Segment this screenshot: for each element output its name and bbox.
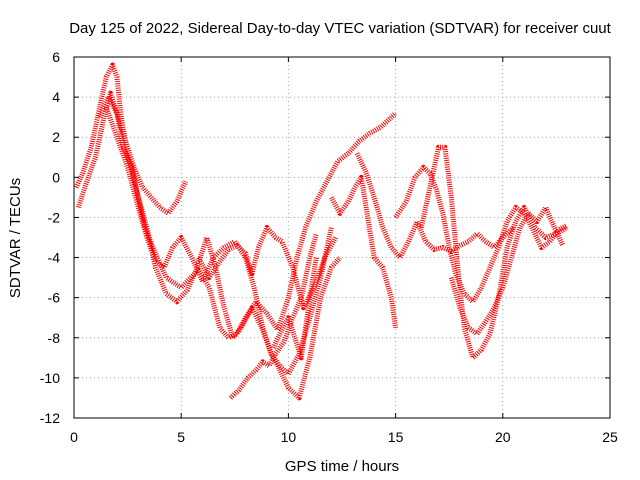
y-tick-label: -10	[40, 370, 60, 386]
series-line-sat-k	[418, 144, 569, 361]
x-tick-label: 5	[177, 429, 185, 445]
series-line-sat-l	[448, 204, 566, 337]
y-tick-label: -8	[48, 330, 61, 346]
x-tick-label: 10	[281, 429, 297, 445]
y-tick-label: 0	[52, 169, 60, 185]
y-tick-label: 4	[52, 89, 60, 105]
series-line-sat-a	[73, 62, 398, 341]
x-tick-label: 20	[495, 429, 511, 445]
series-line-sat-h	[329, 174, 399, 329]
y-axis-label: SDTVAR / TECUs	[7, 178, 24, 298]
series-line-sat-i	[354, 152, 516, 261]
series-line-sat-g	[271, 257, 319, 361]
x-axis-ticks: 0 5 10 15 20 25	[70, 57, 618, 445]
y-tick-label: 2	[52, 129, 60, 145]
series-line-sat-f	[228, 232, 319, 400]
y-tick-label: -6	[48, 290, 61, 306]
plot-series	[73, 62, 569, 401]
series-line-sat-c	[97, 94, 188, 216]
grid-lines	[74, 57, 610, 418]
series-line-sat-d	[103, 106, 342, 401]
x-tick-label: 25	[602, 429, 618, 445]
x-axis-label: GPS time / hours	[285, 458, 399, 475]
x-tick-label: 0	[70, 429, 78, 445]
series-line-sat-j	[393, 164, 569, 305]
y-tick-label: -2	[48, 209, 61, 225]
series-line-sat-b	[75, 90, 334, 377]
x-tick-label: 15	[388, 429, 404, 445]
y-axis-ticks: -12 -10 -8 -6 -4 -2 0 2 4 6	[40, 49, 610, 426]
chart-title: Day 125 of 2022, Sidereal Day-to-day VTE…	[69, 20, 611, 37]
y-tick-label: -12	[40, 410, 60, 426]
y-tick-label: -4	[48, 250, 61, 266]
series-line-sat-e	[196, 225, 338, 311]
plot-frame	[73, 56, 611, 419]
y-tick-label: 6	[52, 49, 60, 65]
